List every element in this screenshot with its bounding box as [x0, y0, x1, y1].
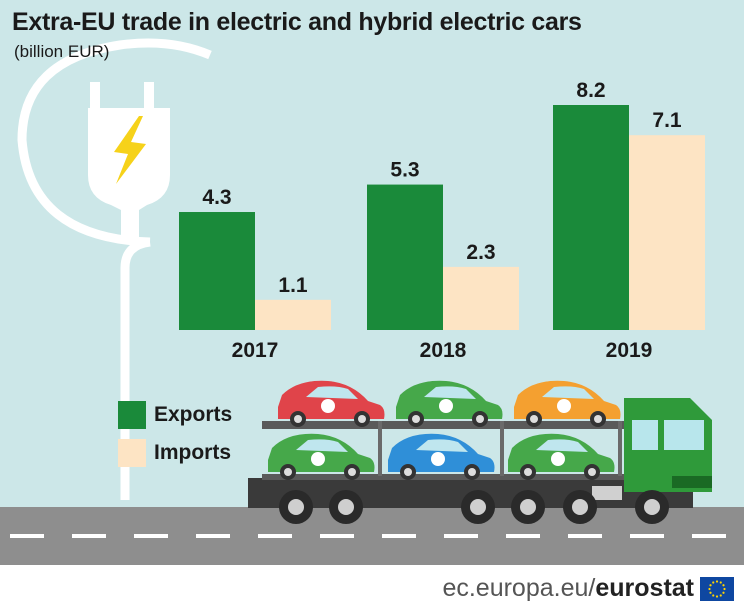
- data-label-imports-2019: 7.1: [652, 109, 682, 132]
- legend-item-exports: Exports: [118, 398, 232, 432]
- eu-star: [719, 594, 722, 597]
- legend: Exports Imports: [118, 398, 232, 474]
- legend-label-exports: Exports: [154, 403, 233, 426]
- eu-star: [709, 584, 712, 587]
- footer-credit: ec.europa.eu/eurostat: [442, 574, 694, 603]
- road-dash: [444, 534, 478, 538]
- power-plug-icon: [17, 38, 212, 500]
- eu-star: [722, 584, 725, 587]
- eu-star: [723, 587, 726, 591]
- road-dash: [72, 534, 106, 538]
- chart-subtitle: (billion EUR): [14, 42, 110, 61]
- road-dash: [134, 534, 168, 538]
- wheel-hub: [520, 499, 536, 515]
- data-label-exports-2019: 8.2: [576, 79, 605, 102]
- eu-flag-icon: [700, 577, 734, 601]
- truck-wheels: [279, 490, 669, 524]
- eu-star: [722, 591, 725, 594]
- car-icon: [388, 433, 495, 480]
- road-dash: [258, 534, 292, 538]
- eu-star: [715, 595, 719, 598]
- car-icon: [508, 433, 615, 480]
- legend-swatch-imports: [118, 439, 146, 467]
- road-dash: [692, 534, 726, 538]
- road-dash: [382, 534, 416, 538]
- eu-star: [712, 594, 715, 597]
- cars-layer: [268, 380, 621, 480]
- bar-exports-2018: [367, 184, 443, 330]
- car-transporter-truck-icon: [248, 398, 712, 508]
- category-label-2019: 2019: [606, 339, 653, 362]
- footer-site: ec.europa.eu/: [442, 574, 596, 602]
- data-label-exports-2018: 5.3: [390, 159, 419, 182]
- data-label-imports-2017: 1.1: [278, 274, 308, 297]
- bars-layer: [179, 105, 705, 330]
- road-dash: [630, 534, 664, 538]
- chart-title: Extra-EU trade in electric and hybrid el…: [12, 8, 582, 36]
- wheel-hub: [470, 499, 486, 515]
- legend-item-imports: Imports: [118, 436, 232, 470]
- bar-imports-2018: [443, 266, 519, 330]
- road-dash: [10, 534, 44, 538]
- data-label-exports-2017: 4.3: [202, 186, 231, 209]
- road-markings: [10, 534, 726, 538]
- road-dash: [506, 534, 540, 538]
- wheel-hub: [338, 499, 354, 515]
- eu-star: [712, 581, 715, 584]
- legend-swatch-exports: [118, 401, 146, 429]
- car-icon: [268, 433, 375, 480]
- legend-label-imports: Imports: [154, 441, 232, 464]
- car-icon: [278, 380, 385, 427]
- eu-star: [709, 591, 712, 594]
- car-icon: [396, 380, 503, 427]
- labels-layer: 4.3 1.1 2017 5.3 2.3 2018 8.2 7.1 2019: [202, 79, 682, 362]
- footer-brand: eurostat: [595, 574, 694, 602]
- bar-imports-2017: [255, 299, 331, 330]
- wheel-hub: [644, 499, 660, 515]
- bar-imports-2019: [629, 135, 705, 330]
- bar-exports-2019: [553, 105, 629, 330]
- wheel-hub: [572, 499, 588, 515]
- eu-star: [719, 581, 722, 584]
- wheel-hub: [288, 499, 304, 515]
- eu-star: [708, 587, 711, 591]
- lightning-bolt-icon: [114, 116, 146, 184]
- road-dash: [196, 534, 230, 538]
- eu-star: [715, 580, 719, 583]
- bar-exports-2017: [179, 212, 255, 330]
- category-label-2017: 2017: [232, 339, 279, 362]
- road-dash: [568, 534, 602, 538]
- data-label-imports-2018: 2.3: [466, 241, 495, 264]
- road: [0, 507, 744, 565]
- category-label-2018: 2018: [420, 339, 467, 362]
- road-dash: [320, 534, 354, 538]
- car-icon: [514, 380, 621, 427]
